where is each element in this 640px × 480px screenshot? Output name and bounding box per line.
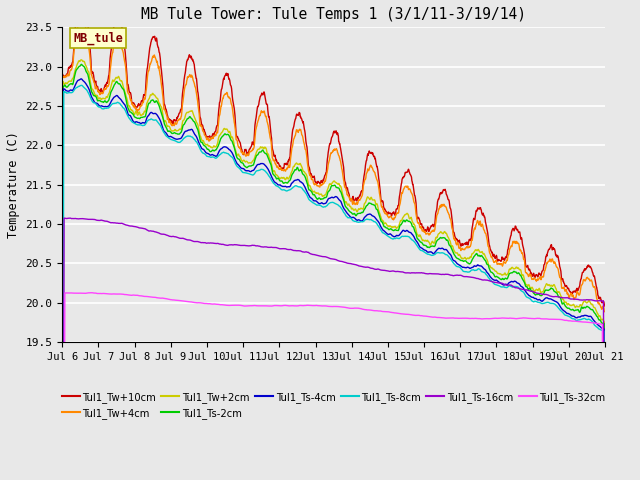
Tul1_Ts-2cm [537, 293, 545, 299]
Tul1_Tw+4cm [601, 309, 609, 314]
Tul1_Tw+10cm [179, 84, 187, 90]
Tul1_Ts-4cm [537, 298, 545, 303]
Tul1_Ts-2cm [77, 61, 85, 67]
Line: Tul1_Ts-4cm: Tul1_Ts-4cm [62, 79, 605, 480]
Tul1_Ts-8cm [166, 136, 174, 142]
Tul1_Tw+10cm [537, 273, 545, 279]
Tul1_Tw+10cm [240, 150, 248, 156]
Tul1_Tw+4cm [179, 96, 187, 101]
Tul1_Tw+4cm [537, 277, 545, 283]
Tul1_Ts-8cm [240, 169, 248, 175]
Tul1_Tw+2cm [489, 266, 497, 272]
Line: Tul1_Ts-32cm: Tul1_Ts-32cm [62, 293, 605, 480]
Tul1_Ts-16cm [489, 279, 497, 285]
Legend: Tul1_Tw+10cm, Tul1_Tw+4cm, Tul1_Tw+2cm, Tul1_Ts-2cm, Tul1_Ts-4cm, Tul1_Ts-8cm, T: Tul1_Tw+10cm, Tul1_Tw+4cm, Tul1_Tw+2cm, … [58, 388, 610, 423]
Tul1_Ts-4cm [418, 245, 426, 251]
Tul1_Ts-2cm [418, 240, 426, 246]
Line: Tul1_Tw+10cm: Tul1_Tw+10cm [62, 0, 605, 306]
Tul1_Ts-32cm [489, 315, 497, 321]
Tul1_Tw+10cm [601, 303, 609, 309]
Tul1_Tw+4cm [240, 150, 248, 156]
Line: Tul1_Ts-2cm: Tul1_Ts-2cm [62, 64, 605, 480]
Tul1_Ts-32cm [179, 298, 187, 304]
Tul1_Tw+10cm [489, 253, 497, 259]
Tul1_Ts-4cm [179, 132, 187, 137]
Tul1_Ts-2cm [166, 129, 174, 134]
Tul1_Ts-8cm [418, 248, 426, 253]
Tul1_Ts-32cm [418, 313, 426, 319]
Tul1_Ts-2cm [179, 122, 187, 128]
Tul1_Ts-4cm [166, 133, 174, 139]
Title: MB Tule Tower: Tule Temps 1 (3/1/11-3/19/14): MB Tule Tower: Tule Temps 1 (3/1/11-3/19… [141, 7, 526, 22]
Tul1_Tw+4cm [601, 309, 609, 314]
Tul1_Ts-16cm [240, 242, 248, 248]
Tul1_Ts-16cm [60, 215, 68, 221]
Tul1_Ts-32cm [537, 316, 545, 322]
Tul1_Ts-32cm [166, 297, 174, 302]
Tul1_Tw+10cm [58, 71, 66, 77]
Tul1_Ts-4cm [489, 276, 497, 282]
Tul1_Tw+4cm [489, 256, 497, 262]
Tul1_Tw+2cm [418, 237, 426, 242]
Tul1_Ts-2cm [240, 163, 248, 168]
Tul1_Ts-16cm [418, 270, 426, 276]
Line: Tul1_Ts-16cm: Tul1_Ts-16cm [62, 218, 605, 480]
Tul1_Ts-4cm [240, 166, 248, 172]
Tul1_Ts-16cm [179, 236, 187, 241]
Tul1_Ts-8cm [537, 300, 545, 306]
Tul1_Tw+4cm [58, 74, 66, 80]
Tul1_Ts-32cm [240, 303, 248, 309]
Tul1_Ts-16cm [537, 291, 545, 297]
Tul1_Ts-32cm [88, 290, 95, 296]
Tul1_Tw+10cm [418, 224, 426, 229]
Tul1_Tw+4cm [418, 228, 426, 233]
Tul1_Tw+4cm [166, 119, 174, 124]
Line: Tul1_Tw+2cm: Tul1_Tw+2cm [62, 60, 605, 480]
Tul1_Tw+2cm [179, 118, 187, 123]
Text: MB_tule: MB_tule [73, 32, 123, 45]
Line: Tul1_Ts-8cm: Tul1_Ts-8cm [62, 85, 605, 480]
Tul1_Tw+2cm [240, 157, 248, 163]
Tul1_Ts-16cm [166, 233, 174, 239]
Tul1_Ts-4cm [77, 76, 85, 82]
Tul1_Ts-2cm [489, 271, 497, 276]
Tul1_Tw+4cm [78, 16, 86, 22]
Tul1_Tw+2cm [166, 125, 174, 131]
Tul1_Tw+2cm [77, 57, 85, 63]
Tul1_Ts-8cm [78, 83, 86, 88]
Tul1_Ts-8cm [179, 136, 187, 142]
Tul1_Tw+2cm [537, 289, 545, 295]
Y-axis label: Temperature (C): Temperature (C) [7, 131, 20, 238]
Tul1_Ts-8cm [489, 280, 497, 286]
Tul1_Tw+10cm [166, 117, 174, 123]
Line: Tul1_Tw+4cm: Tul1_Tw+4cm [62, 19, 605, 312]
